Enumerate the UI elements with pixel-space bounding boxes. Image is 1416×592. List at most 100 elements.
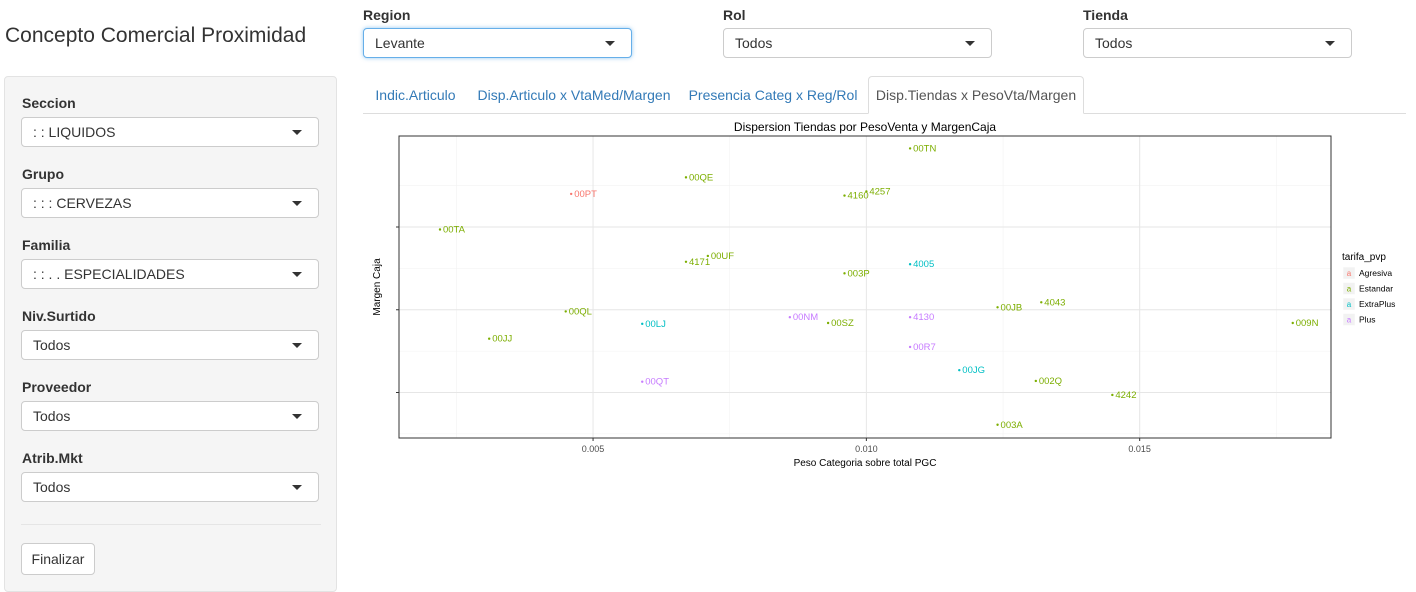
- tab-presencia-categ[interactable]: Presencia Categ x Reg/Rol: [688, 87, 858, 103]
- x-tick-label: 0.010: [855, 444, 878, 454]
- tab-indic-articulo[interactable]: Indic.Articulo: [375, 87, 456, 103]
- atrib-mkt-select[interactable]: Todos: [21, 472, 319, 502]
- niv-surtido-select[interactable]: Todos: [21, 330, 319, 360]
- point-label: 4160: [848, 191, 869, 202]
- point-label: 00JG: [962, 365, 985, 376]
- point-label: 4005: [913, 259, 934, 270]
- legend-label: ExtraPlus: [1359, 299, 1395, 309]
- familia-label: Familia: [22, 237, 71, 253]
- point-label: 00QL: [569, 306, 592, 317]
- chevron-down-icon: [292, 414, 302, 419]
- data-point: [569, 192, 573, 196]
- legend-title: tarifa_pvp: [1342, 252, 1386, 263]
- point-label: 003A: [1001, 420, 1024, 431]
- point-label: 00TA: [443, 224, 466, 235]
- data-point: [996, 423, 999, 426]
- point-label: 00QE: [689, 172, 713, 183]
- point-label: 00JB: [1001, 302, 1023, 313]
- rol-select-value: Todos: [735, 35, 773, 51]
- point-label: 00TN: [913, 143, 936, 154]
- atrib-mkt-select-value: Todos: [33, 479, 71, 495]
- point-label: 00NM: [793, 312, 818, 323]
- rol-select[interactable]: Todos: [723, 28, 992, 58]
- point-label: 4171: [689, 257, 710, 268]
- point-label: 4043: [1044, 297, 1065, 308]
- chevron-down-icon: [965, 41, 975, 46]
- x-axis-label: Peso Categoria sobre total PGC: [794, 458, 937, 469]
- tab-disp-tiendas[interactable]: Disp.Tiendas x PesoVta/Margen: [868, 76, 1084, 114]
- data-point: [684, 176, 688, 179]
- niv-surtido-label: Niv.Surtido: [22, 308, 96, 324]
- data-point: [908, 316, 912, 319]
- niv-surtido-select-value: Todos: [33, 337, 71, 353]
- data-point: [641, 380, 644, 383]
- legend-key-glyph: a: [1347, 285, 1352, 294]
- region-select-value: Levante: [375, 35, 425, 51]
- rol-label: Rol: [723, 7, 746, 23]
- chart-title: Dispersion Tiendas por PesoVenta y Marge…: [734, 120, 996, 134]
- data-point: [996, 306, 999, 309]
- region-label: Region: [363, 7, 411, 23]
- data-point: [684, 260, 688, 263]
- grupo-select-value: : : : CERVEZAS: [33, 195, 132, 211]
- legend-label: Plus: [1359, 315, 1376, 325]
- legend-key: [1342, 282, 1356, 295]
- tienda-select[interactable]: Todos: [1083, 28, 1352, 58]
- legend-label: Agresiva: [1359, 268, 1392, 278]
- proveedor-label: Proveedor: [22, 379, 92, 395]
- data-point: [1040, 301, 1043, 304]
- data-point: [1034, 379, 1038, 383]
- point-label: 00LJ: [645, 319, 666, 330]
- point-label: 00UF: [711, 251, 734, 262]
- data-point: [958, 368, 961, 372]
- legend-key: [1342, 266, 1356, 280]
- chevron-down-icon: [292, 201, 302, 206]
- point-label: 4130: [913, 312, 934, 323]
- data-point: [908, 147, 912, 150]
- grupo-label: Grupo: [22, 166, 64, 182]
- app-title: Concepto Comercial Proximidad: [5, 24, 307, 47]
- point-label: 4257: [869, 186, 890, 197]
- seccion-label: Seccion: [22, 95, 76, 111]
- legend-key-glyph: a: [1347, 300, 1352, 309]
- x-tick-label: 0.005: [582, 444, 605, 454]
- point-label: 00PT: [574, 189, 597, 200]
- proveedor-select[interactable]: Todos: [21, 401, 319, 431]
- data-point: [564, 310, 567, 313]
- proveedor-select-value: Todos: [33, 408, 71, 424]
- point-label: 009N: [1296, 318, 1319, 329]
- data-point: [788, 316, 792, 319]
- familia-select[interactable]: : : . . ESPECIALIDADES: [21, 259, 319, 289]
- chevron-down-icon: [605, 41, 615, 46]
- chevron-down-icon: [292, 343, 302, 348]
- data-point: [641, 322, 644, 326]
- point-label: 00JJ: [492, 334, 512, 345]
- tab-disp-articulo[interactable]: Disp.Articulo x VtaMed/Margen: [477, 87, 671, 103]
- point-label: 003P: [848, 268, 870, 279]
- legend-label: Estandar: [1359, 284, 1393, 294]
- point-label: 00R7: [913, 342, 936, 353]
- data-point: [826, 321, 830, 325]
- finalizar-button[interactable]: Finalizar: [21, 543, 95, 575]
- data-point: [908, 263, 912, 266]
- x-tick-label: 0.015: [1128, 444, 1151, 454]
- plot-panel: [399, 136, 1331, 438]
- familia-select-value: : : . . ESPECIALIDADES: [33, 266, 185, 282]
- point-label: 00SZ: [831, 318, 854, 329]
- region-select[interactable]: Levante: [363, 28, 632, 58]
- y-axis-label: Margen Caja: [372, 258, 383, 316]
- chevron-down-icon: [292, 485, 302, 490]
- legend-key: [1342, 313, 1356, 326]
- scatter-chart: 0.005 0.010 0.015 Dispersion Tiendas por Pe…: [372, 120, 1395, 469]
- sidebar-divider: [21, 524, 321, 525]
- chevron-down-icon: [292, 272, 302, 277]
- point-label: 4242: [1115, 390, 1136, 401]
- legend-key-glyph: a: [1347, 269, 1352, 278]
- data-point: [438, 228, 442, 231]
- seccion-select[interactable]: : : LIQUIDOS: [21, 117, 319, 147]
- data-point: [1291, 321, 1294, 325]
- grupo-select[interactable]: : : : CERVEZAS: [21, 188, 319, 218]
- seccion-select-value: : : LIQUIDOS: [33, 124, 116, 140]
- sidebar-panel: Seccion : : LIQUIDOS Grupo : : : CERVEZA…: [4, 76, 337, 592]
- data-point: [843, 272, 846, 275]
